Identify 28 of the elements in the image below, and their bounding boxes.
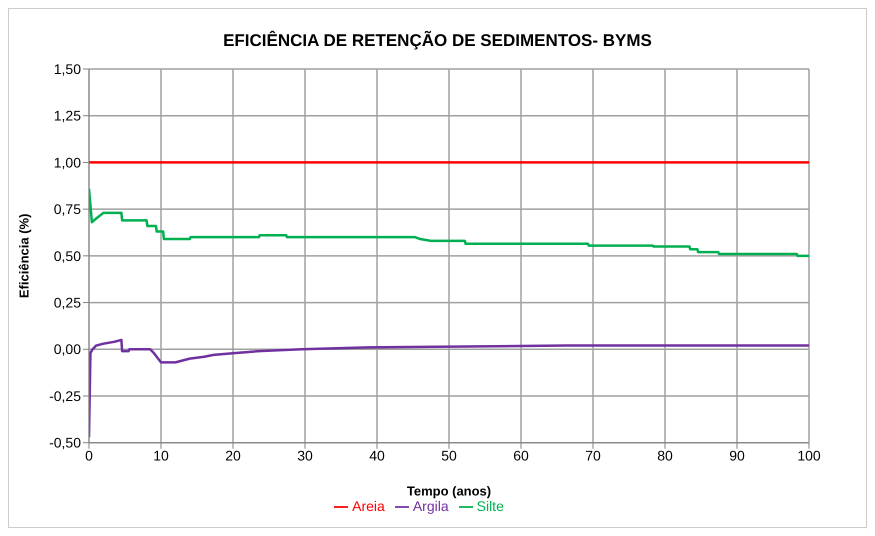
y-tick-label: 1,00 xyxy=(54,154,82,170)
x-tick-label: 60 xyxy=(513,448,529,464)
y-tick-label: 1,25 xyxy=(54,108,82,124)
x-tick-label: 50 xyxy=(441,448,457,464)
chart-title: EFICIÊNCIA DE RETENÇÃO DE SEDIMENTOS- BYMS xyxy=(222,31,653,51)
x-tick-label: 20 xyxy=(225,448,241,464)
line-series xyxy=(89,338,809,438)
y-tick-label: 1,50 xyxy=(54,60,82,77)
line-series xyxy=(89,187,809,258)
legend-label: Silte xyxy=(476,498,504,514)
x-tick-label: 30 xyxy=(297,448,313,464)
x-tick-label: 90 xyxy=(729,448,745,464)
x-tick-label: 10 xyxy=(153,448,169,464)
y-tick-label: 0,50 xyxy=(54,248,82,264)
y-axis-title: Eficiência (%) xyxy=(16,214,32,298)
y-tick-label: -0,25 xyxy=(49,388,82,404)
x-tick-label: 70 xyxy=(585,448,601,464)
x-axis-title: Tempo (anos) xyxy=(406,484,492,499)
x-tick-label: 100 xyxy=(797,448,821,464)
y-tick-label: 0,25 xyxy=(54,294,82,311)
legend-label: Areia xyxy=(352,498,385,514)
x-tick-label: 40 xyxy=(369,448,385,464)
x-tick-label: 0 xyxy=(85,448,94,464)
y-tick-label: -0,50 xyxy=(49,434,82,451)
legend-label: Argila xyxy=(412,498,449,514)
x-tick-label: 80 xyxy=(657,448,673,464)
y-tick-label: 0,75 xyxy=(54,201,82,218)
y-tick-label: 0,00 xyxy=(54,341,82,358)
